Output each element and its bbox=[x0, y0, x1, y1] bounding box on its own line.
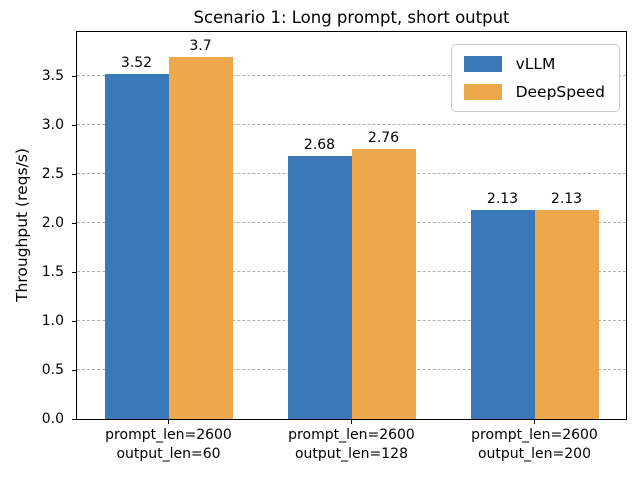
y-tick-label: 2.5 bbox=[41, 166, 64, 183]
y-tick-mark bbox=[72, 369, 76, 371]
x-tick-label-line: output_len=200 bbox=[477, 446, 591, 462]
bar-value-label: 3.7 bbox=[189, 37, 212, 54]
legend: vLLM DeepSpeed bbox=[450, 44, 620, 112]
gridline bbox=[77, 124, 626, 126]
y-tick-label: 3.0 bbox=[41, 117, 64, 134]
bar-deepspeed-group2 bbox=[351, 148, 416, 419]
x-tick-label-line: prompt_len=2600 bbox=[288, 427, 415, 443]
legend-label: DeepSpeed bbox=[515, 83, 605, 101]
y-axis: 0.0 0.5 1.0 1.5 2.0 2.5 3.0 3.5 bbox=[0, 31, 76, 427]
y-tick-label: 0.5 bbox=[41, 362, 64, 378]
x-tick-label-line: prompt_len=2600 bbox=[471, 427, 598, 443]
bar-value-label: 2.68 bbox=[303, 137, 336, 154]
bar-value-label: 2.13 bbox=[486, 191, 519, 208]
bar-vllm-group1 bbox=[104, 74, 169, 419]
chart-title: Scenario 1: Long prompt, short output bbox=[193, 8, 510, 27]
y-tick-mark bbox=[72, 222, 76, 224]
bar-value-label: 3.52 bbox=[120, 55, 153, 72]
y-tick-mark bbox=[72, 320, 76, 322]
y-tick-mark bbox=[72, 418, 76, 420]
x-tick-label-line: output_len=60 bbox=[116, 446, 221, 462]
y-tick-mark bbox=[72, 173, 76, 175]
bar-value-label: 2.13 bbox=[550, 191, 583, 208]
y-tick-label: 3.5 bbox=[41, 68, 64, 85]
legend-item-deepspeed: DeepSpeed bbox=[463, 83, 605, 101]
plot-area: 3.52 3.7 2.68 2.76 2.13 2.13 vLLM DeepSpeed bbox=[76, 31, 627, 420]
x-tick-mark bbox=[351, 420, 353, 424]
y-tick-mark bbox=[72, 271, 76, 273]
x-axis: prompt_len=2600 output_len=60 prompt_len=2… bbox=[76, 420, 627, 476]
gridline bbox=[77, 75, 626, 77]
x-tick-mark bbox=[534, 420, 536, 424]
legend-item-vllm: vLLM bbox=[463, 55, 605, 73]
x-tick-label-group2: prompt_len=2600 output_len=128 bbox=[288, 426, 415, 464]
x-tick-label-line: prompt_len=2600 bbox=[105, 427, 232, 443]
y-tick-mark bbox=[72, 75, 76, 77]
x-tick-mark bbox=[168, 420, 170, 424]
x-tick-label-group3: prompt_len=2600 output_len=200 bbox=[471, 426, 598, 464]
legend-swatch-icon bbox=[463, 84, 502, 100]
bar-deepspeed-group1 bbox=[168, 56, 233, 419]
y-tick-mark bbox=[72, 124, 76, 126]
y-tick-label: 0.0 bbox=[41, 411, 64, 427]
y-tick-label: 1.0 bbox=[41, 313, 64, 330]
y-tick-label: 2.0 bbox=[41, 215, 64, 232]
x-tick-label-line: output_len=128 bbox=[294, 446, 408, 462]
x-tick-label-group1: prompt_len=2600 output_len=60 bbox=[105, 426, 232, 464]
y-tick-label: 1.5 bbox=[41, 264, 64, 281]
bar-vllm-group3 bbox=[470, 210, 535, 419]
bar-deepspeed-group3 bbox=[534, 210, 599, 419]
bar-vllm-group2 bbox=[287, 156, 352, 419]
bar-value-label: 2.76 bbox=[367, 129, 400, 146]
legend-label: vLLM bbox=[515, 55, 556, 73]
legend-swatch-icon bbox=[463, 56, 502, 72]
